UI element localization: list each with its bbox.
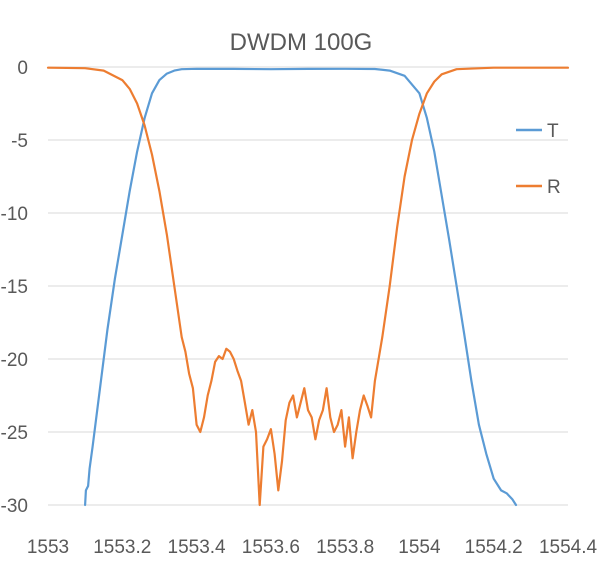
series-lines [46, 66, 570, 507]
y-tick-label: 0 [17, 58, 28, 79]
gridlines [48, 66, 568, 506]
x-tick-label: 1553.8 [316, 537, 374, 558]
series-line-r [46, 66, 570, 507]
y-tick-label: -5 [11, 131, 28, 152]
chart-title: DWDM 100G [230, 29, 373, 56]
y-tick-label: -10 [1, 204, 28, 225]
x-axis-tick-labels: 1553 1553.2 1553.4 1553.6 1553.8 1554 1554.2 15… [27, 537, 598, 558]
legend-label-r: R [547, 177, 561, 198]
x-tick-label: 1554.4 [539, 537, 598, 558]
y-tick-label: -30 [1, 496, 28, 517]
x-tick-label: 1553.2 [93, 537, 151, 558]
x-tick-label: 1554.2 [465, 537, 523, 558]
legend: TR [516, 121, 561, 198]
y-tick-label: -25 [1, 423, 28, 444]
series-line-t [84, 67, 518, 507]
y-tick-label: -20 [1, 350, 28, 371]
x-tick-label: 1553 [27, 537, 69, 558]
x-tick-label: 1553.6 [242, 537, 300, 558]
y-tick-label: -15 [1, 277, 28, 298]
x-tick-label: 1553.4 [168, 537, 227, 558]
legend-label-t: T [547, 121, 559, 142]
y-axis-tick-labels: 0 -5 -10 -15 -20 -25 -30 [1, 58, 28, 517]
x-tick-label: 1554 [398, 537, 441, 558]
